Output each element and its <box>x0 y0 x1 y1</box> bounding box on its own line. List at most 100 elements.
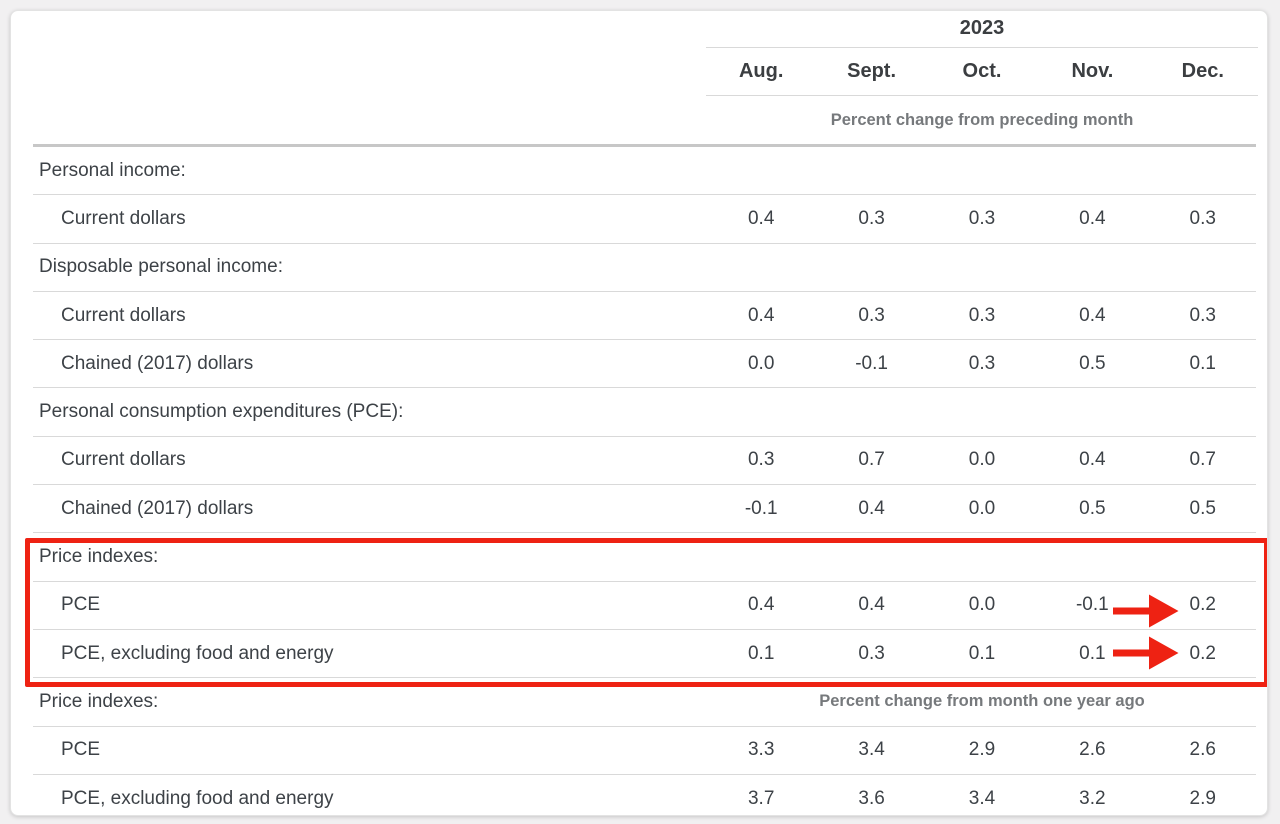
value-cell: 0.4 <box>858 594 885 616</box>
value-cell: -0.1 <box>855 352 888 374</box>
value-cell: 0.3 <box>968 304 996 326</box>
row-label: Personal consumption expenditures (PCE): <box>39 401 404 423</box>
value-cell: 0.7 <box>1189 449 1216 471</box>
value-cell: 2.6 <box>1079 739 1106 761</box>
value-cell: 0.2 <box>1189 594 1216 616</box>
value-cell: 0.4 <box>747 304 775 326</box>
value-cell: 0.4 <box>1079 449 1106 471</box>
table-row: PCE, excluding food and energy 0.1 0.3 0.1 0… <box>33 630 1258 679</box>
row-values: 0.4 0.3 0.3 0.4 0.3 <box>706 195 1258 242</box>
row-label: Current dollars <box>61 304 186 326</box>
year-header: 2023 <box>959 16 1005 39</box>
row-label: Price indexes: <box>39 690 159 712</box>
row-values <box>706 388 1258 435</box>
section-row: Personal consumption expenditures (PCE): <box>33 388 1258 437</box>
month-header-row: Aug. Sept. Oct. Nov. Dec. <box>33 48 1258 96</box>
row-values <box>706 244 1258 291</box>
table-row: PCE, excluding food and energy 3.7 3.6 3.4 3… <box>33 775 1258 815</box>
value-cell: 0.3 <box>1189 207 1216 229</box>
value-cell: 3.3 <box>747 739 775 761</box>
row-label: Price indexes: <box>39 546 159 568</box>
value-cell: 3.4 <box>858 739 885 761</box>
table-row: Chained (2017) dollars 0.0 -0.1 0.3 0.5 0.1 <box>33 340 1258 389</box>
row-label: PCE <box>61 594 101 616</box>
row-label: PCE, excluding food and energy <box>61 787 334 809</box>
row-label: Chained (2017) dollars <box>61 497 254 519</box>
month-header: Dec. <box>1181 60 1224 82</box>
value-cell: 0.0 <box>968 449 996 471</box>
value-cell: 3.4 <box>968 787 996 809</box>
month-header: Aug. <box>738 60 784 82</box>
row-values: Percent change from month one year ago <box>706 678 1258 725</box>
value-cell: 0.5 <box>1079 497 1106 519</box>
label-column-spacer <box>33 48 706 96</box>
section-row: Personal income: <box>33 147 1258 196</box>
row-values: 3.3 3.4 2.9 2.6 2.6 <box>706 727 1258 774</box>
row-values <box>706 533 1258 580</box>
value-cell: 0.3 <box>858 642 885 664</box>
value-cell: 2.6 <box>1189 739 1216 761</box>
value-cell: 0.7 <box>858 449 885 471</box>
value-cell: -0.1 <box>1075 594 1109 616</box>
value-cell: 0.0 <box>968 497 996 519</box>
value-cell: 3.2 <box>1079 787 1106 809</box>
table-row: PCE 0.4 0.4 0.0 -0.1 0.2 <box>33 582 1256 630</box>
row-values <box>706 147 1258 194</box>
spanner-cell: Percent change from preceding month <box>706 96 1258 144</box>
value-cell: 0.4 <box>747 594 775 616</box>
value-cell: 3.7 <box>747 787 775 809</box>
spanner-row: Percent change from preceding month <box>33 96 1256 147</box>
value-cell: 3.6 <box>858 787 885 809</box>
value-cell: 0.4 <box>1079 207 1106 229</box>
table-row: Current dollars 0.3 0.7 0.0 0.4 0.7 <box>33 437 1256 486</box>
row-values: -0.1 0.4 0.0 0.5 0.5 <box>706 485 1258 532</box>
month-header: Sept. <box>847 60 897 82</box>
month-header-cells: Aug. Sept. Oct. Nov. Dec. <box>706 48 1258 96</box>
value-cell: 2.9 <box>968 739 996 761</box>
value-cell: 0.1 <box>747 642 775 664</box>
value-cell: 0.0 <box>968 594 996 616</box>
row-label: PCE, excluding food and energy <box>61 642 334 664</box>
value-cell: 0.1 <box>1189 352 1216 374</box>
row-label: PCE <box>61 739 101 761</box>
spanner-year-ago-note: Percent change from month one year ago <box>819 692 1145 711</box>
table-row: Current dollars 0.4 0.3 0.3 0.4 0.3 <box>33 292 1258 341</box>
row-label: Current dollars <box>61 449 186 471</box>
row-values: 0.1 0.3 0.1 0.1 0.2 <box>706 630 1258 677</box>
table-row: PCE 3.3 3.4 2.9 2.6 2.6 <box>33 727 1256 775</box>
year-header-row: 2023 <box>33 11 1258 48</box>
value-cell: 0.0 <box>747 352 775 374</box>
row-values: 3.7 3.6 3.4 3.2 2.9 <box>706 775 1258 815</box>
row-label: Personal income: <box>39 159 186 181</box>
label-column-spacer <box>33 96 706 144</box>
value-cell: 0.4 <box>747 207 775 229</box>
value-cell: 0.3 <box>858 207 885 229</box>
data-table-card: 2023 Aug. Sept. Oct. Nov. Dec. Percent chang… <box>10 10 1268 816</box>
row-label: Chained (2017) dollars <box>61 352 254 374</box>
section-row: Price indexes: <box>33 533 1258 582</box>
value-cell: 0.3 <box>968 207 996 229</box>
month-header: Nov. <box>1071 60 1114 82</box>
value-cell: 0.3 <box>858 304 885 326</box>
value-cell: 0.1 <box>1079 642 1106 664</box>
label-column-spacer <box>33 11 706 48</box>
month-header: Oct. <box>962 60 1002 82</box>
value-cell: 0.4 <box>1079 304 1106 326</box>
value-cell: 0.5 <box>1189 497 1216 519</box>
row-values: 0.4 0.3 0.3 0.4 0.3 <box>706 292 1258 339</box>
value-cell: 0.4 <box>858 497 885 519</box>
row-values: 0.4 0.4 0.0 -0.1 0.2 <box>706 582 1258 629</box>
value-cell: 0.3 <box>968 352 996 374</box>
table-body: Personal income: Current dollars 0.4 0.3 0.3… <box>33 147 1258 815</box>
value-cell: 0.5 <box>1079 352 1106 374</box>
value-cell: 0.3 <box>747 449 775 471</box>
year-header-cell: 2023 <box>706 11 1258 48</box>
value-cell: 0.3 <box>1189 304 1216 326</box>
table-row: Current dollars 0.4 0.3 0.3 0.4 0.3 <box>33 195 1258 244</box>
table-row: Chained (2017) dollars -0.1 0.4 0.0 0.5 0.5 <box>33 485 1258 534</box>
row-values: 0.0 -0.1 0.3 0.5 0.1 <box>706 340 1258 387</box>
value-cell: 0.1 <box>968 642 996 664</box>
section-row: Disposable personal income: <box>33 244 1256 292</box>
section-row: Price indexes: Percent change from month … <box>33 678 1258 727</box>
value-cell: 0.2 <box>1189 642 1216 664</box>
